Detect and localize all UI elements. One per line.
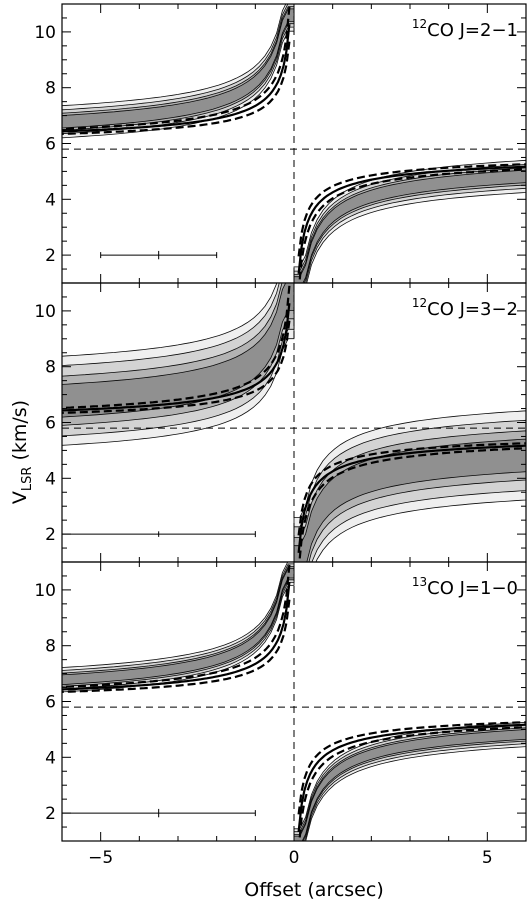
keplerian-outer-envelope-left <box>62 285 291 410</box>
y-axis-label-main: V <box>9 491 31 504</box>
keplerian-outer-envelope-left <box>62 6 291 131</box>
panel-plot-area <box>62 283 526 562</box>
emission-contour-right-level-3 <box>293 167 526 283</box>
y-tick-label: 2 <box>45 804 56 824</box>
keplerian-inner-envelope-left <box>62 599 291 693</box>
x-tick-label: 0 <box>289 848 300 868</box>
x-tick-label: −5 <box>88 848 113 868</box>
panel-label: 12CO J=3−2 <box>412 296 518 320</box>
keplerian-curve-right <box>297 165 526 275</box>
y-tick-label: 4 <box>45 748 56 768</box>
keplerian-outer-envelope-left <box>62 564 291 689</box>
panel-plot-area <box>62 4 526 283</box>
y-tick-label: 6 <box>45 135 56 155</box>
keplerian-inner-envelope-right <box>297 721 526 815</box>
panel-label-transition: CO J=1−0 <box>427 578 518 599</box>
y-axis-label-unit: (km/s) <box>9 400 31 467</box>
error-bar <box>61 808 256 818</box>
keplerian-inner-envelope-left <box>62 320 291 414</box>
y-tick-label: 6 <box>45 414 56 434</box>
y-tick-label: 8 <box>45 637 56 657</box>
keplerian-curve-right <box>297 444 526 554</box>
keplerian-outer-envelope-right <box>298 447 526 562</box>
y-tick-label: 2 <box>45 525 56 545</box>
panel-label: 12CO J=2−1 <box>412 17 518 41</box>
y-tick-label: 8 <box>45 358 56 378</box>
panel-label-transition: CO J=2−1 <box>427 20 518 41</box>
panel-label: 13CO J=1−0 <box>412 575 518 599</box>
y-tick-label: 4 <box>45 469 56 489</box>
y-axis-label-subscript: LSR <box>20 467 35 492</box>
keplerian-outer-envelope-right <box>298 168 526 283</box>
keplerian-inner-envelope-right <box>297 442 526 536</box>
keplerian-inner-envelope-right <box>297 163 526 257</box>
y-axis-label: VLSR (km/s) <box>9 400 35 504</box>
error-bar <box>100 250 218 260</box>
keplerian-curve-left <box>62 24 291 133</box>
keplerian-inner-envelope-left <box>62 41 291 135</box>
y-tick-label: 10 <box>34 581 56 601</box>
keplerian-curve-left <box>62 582 291 691</box>
emission-contour-right-level-3 <box>293 727 526 841</box>
y-tick-label: 4 <box>45 190 56 210</box>
panel-plot-area <box>62 562 526 841</box>
panel-1: 2 4 6 8 10 12CO J=2−1 <box>34 3 527 284</box>
y-tick-label: 10 <box>34 23 56 43</box>
y-tick-label: 10 <box>34 302 56 322</box>
keplerian-curve-left <box>62 303 291 412</box>
emission-contour-right-level-2 <box>293 724 526 841</box>
error-bar <box>61 531 256 538</box>
panel-label-isotope: 12 <box>412 17 427 31</box>
y-tick-label: 8 <box>45 79 56 99</box>
keplerian-outer-envelope-right <box>298 726 526 841</box>
panel-3: 2 4 6 8 10 13CO J=1−0 <box>34 561 527 842</box>
y-tick-label: 6 <box>45 693 56 713</box>
x-axis-label: Offset (arcsec) <box>244 879 383 901</box>
keplerian-curve-right <box>297 723 526 833</box>
panel-label-transition: CO J=3−2 <box>427 299 518 320</box>
panel-2: 2 4 6 8 10 12CO J=3−2 <box>34 282 527 563</box>
emission-contour-right-level-4 <box>293 169 526 283</box>
y-tick-label: 2 <box>45 246 56 266</box>
x-tick-label: 5 <box>482 848 493 868</box>
panel-label-isotope: 13 <box>412 575 427 589</box>
panel-label-isotope: 12 <box>412 296 427 310</box>
emission-contour-right-level-4 <box>293 729 526 841</box>
